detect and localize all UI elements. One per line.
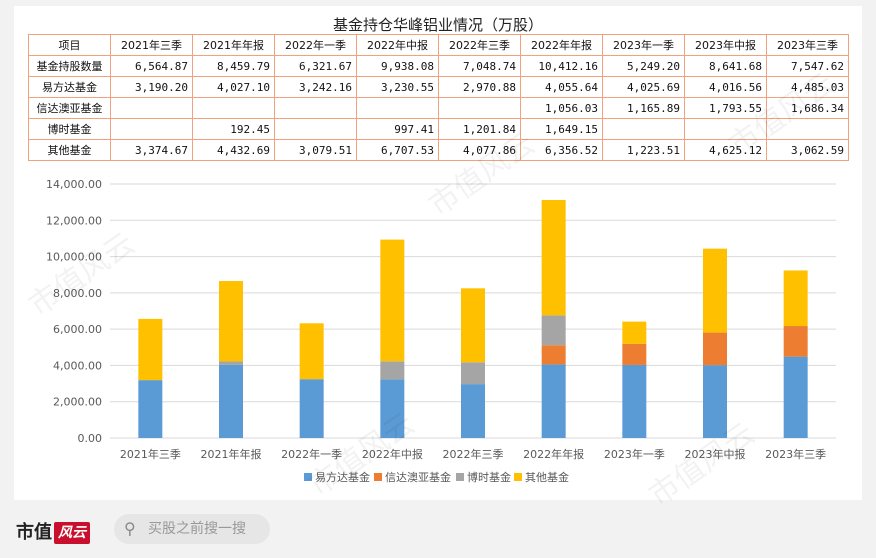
column-header: 2023年一季 <box>602 34 685 56</box>
x-tick-label: 2023年一季 <box>604 447 665 461</box>
table-cell: 9,938.08 <box>356 55 439 77</box>
row-label: 博时基金 <box>28 118 111 140</box>
y-tick-label: 2,000.00 <box>53 396 102 409</box>
table-body: 基金持股数量 6,564.87 8,459.79 6,321.67 9,938.08 7,… <box>28 55 849 161</box>
table-cell: 7,547.62 <box>766 55 849 77</box>
column-header: 2021年三季 <box>110 34 193 56</box>
table-cell: 192.45 <box>192 118 275 140</box>
legend-swatch <box>374 473 382 481</box>
table-header-row: 项目 2021年三季 2021年年报 2022年一季 2022年中报 2022年… <box>28 34 849 56</box>
legend-label: 博时基金 <box>467 470 511 484</box>
bar-segment <box>541 315 566 346</box>
bar-segment <box>219 361 243 365</box>
bar-segment <box>622 343 647 365</box>
x-tick-label: 2022年中报 <box>362 447 423 461</box>
bar-segment <box>783 270 808 327</box>
legend-label: 其他基金 <box>525 470 569 484</box>
bar-segment <box>541 364 566 438</box>
bar-segment <box>299 379 324 438</box>
bar-segment <box>380 379 405 438</box>
table-cell: 6,707.53 <box>356 139 439 161</box>
y-tick-label: 6,000.00 <box>53 323 102 336</box>
logo-text: 市值 <box>16 522 52 543</box>
search-placeholder: 买股之前搜一搜 <box>148 521 246 537</box>
bar-segment <box>380 361 405 380</box>
bar-segment <box>138 380 163 438</box>
table-cell: 4,432.69 <box>192 139 275 161</box>
x-tick-label: 2022年年报 <box>523 447 584 461</box>
table-cell: 1,223.51 <box>602 139 685 161</box>
brand-logo[interactable]: 市值 风云 <box>16 518 90 544</box>
bar-segment <box>541 200 566 316</box>
stacked-bar-chart: 0.00 2,000.00 4,000.00 6,000.00 8,000.00 10,0… <box>46 178 836 484</box>
y-tick-label: 14,000.00 <box>46 178 102 191</box>
row-label: 其他基金 <box>28 139 111 161</box>
x-tick-label: 2022年三季 <box>443 447 504 461</box>
table-cell: 1,793.55 <box>684 97 767 119</box>
table-cell: 3,062.59 <box>766 139 849 161</box>
y-tick-label: 0.00 <box>78 432 103 445</box>
bar-segment <box>783 356 808 438</box>
legend-swatch <box>456 473 464 481</box>
footer-bar: 市值 风云 ⚲ 买股之前搜一搜 <box>0 502 876 558</box>
bar-segment <box>461 288 485 363</box>
table-row: 其他基金 3,374.67 4,432.69 3,079.51 6,707.53 4,07… <box>28 139 849 161</box>
bar-segment <box>622 321 647 344</box>
column-header: 2023年中报 <box>684 34 767 56</box>
y-tick-label: 12,000.00 <box>46 214 102 227</box>
bar-segment <box>703 365 727 438</box>
bar-segment <box>299 323 324 380</box>
table-row: 基金持股数量 6,564.87 8,459.79 6,321.67 9,938.08 7,… <box>28 55 849 77</box>
bar-segment <box>219 281 243 362</box>
table-cell: 3,079.51 <box>274 139 357 161</box>
holdings-table: 项目 2021年三季 2021年年报 2022年一季 2022年中报 2022年… <box>28 34 849 161</box>
row-label: 易方达基金 <box>28 76 111 98</box>
bar-segment <box>783 326 808 357</box>
legend-label: 信达澳亚基金 <box>385 470 451 484</box>
x-tick-label: 2021年三季 <box>120 447 181 461</box>
x-tick-label: 2023年三季 <box>765 447 826 461</box>
x-tick-label: 2022年一季 <box>281 447 342 461</box>
bar-segment <box>622 364 647 438</box>
column-header: 2021年年报 <box>192 34 275 56</box>
legend-label: 易方达基金 <box>315 470 370 484</box>
bar-segment <box>703 332 727 366</box>
bar-segment <box>380 239 405 362</box>
table-row: 信达澳亚基金 1,056.03 1,165.89 1,793.55 1,686.34 <box>28 97 849 119</box>
y-tick-label: 10,000.00 <box>46 251 102 264</box>
bar-segment <box>219 364 243 438</box>
table-cell: 4,027.10 <box>192 76 275 98</box>
logo-mark: 风云 <box>54 522 90 544</box>
table-title: 基金持仓华峰铝业情况（万股） <box>332 16 543 34</box>
column-header: 2023年三季 <box>766 34 849 56</box>
chart-card: 基金持仓华峰铝业情况（万股） 项目 2021年三季 2021年年报 2022年一… <box>14 6 862 500</box>
search-box[interactable]: ⚲ 买股之前搜一搜 <box>114 514 270 544</box>
search-icon: ⚲ <box>124 519 136 538</box>
bar-segment <box>461 384 485 438</box>
table-cell: 1,165.89 <box>602 97 685 119</box>
legend-swatch <box>514 473 522 481</box>
column-header: 2022年三季 <box>438 34 521 56</box>
x-tick-label: 2023年中报 <box>685 447 746 461</box>
legend-swatch <box>304 473 312 481</box>
y-tick-label: 8,000.00 <box>53 287 102 300</box>
y-tick-label: 4,000.00 <box>53 359 102 372</box>
bar-segment <box>541 345 566 365</box>
x-tick-label: 2021年年报 <box>201 447 262 461</box>
bar-segment <box>703 248 727 333</box>
table-cell: 1,201.84 <box>438 118 521 140</box>
bar-segment <box>461 362 485 385</box>
bar-segment <box>138 318 163 381</box>
